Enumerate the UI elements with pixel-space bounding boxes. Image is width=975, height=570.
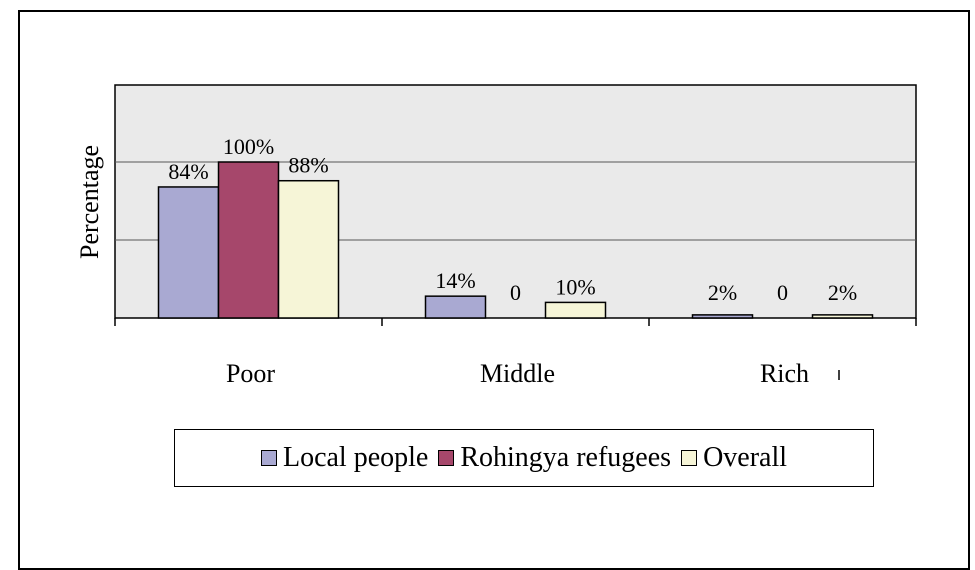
data-label: 2% bbox=[708, 280, 737, 305]
legend-swatch bbox=[681, 450, 698, 466]
data-label: 10% bbox=[555, 274, 595, 299]
bar-local-people-middle bbox=[424, 295, 487, 319]
category-label-rich: Rich bbox=[760, 359, 809, 388]
legend-item-rohingya-refugees: Rohingya refugees bbox=[438, 442, 671, 474]
bars bbox=[157, 161, 874, 319]
category-label-poor: Poor bbox=[226, 359, 275, 388]
data-label: 84% bbox=[168, 159, 208, 184]
legend-swatch bbox=[260, 450, 277, 466]
legend-label: Overall bbox=[703, 442, 788, 473]
legend-label: Rohingya refugees bbox=[460, 442, 672, 473]
category-labels: Poor Middle Rich bbox=[226, 359, 809, 388]
bar-chart: 84% 100% 88% 14% 0 10% 2% 0 2% Poor Middle Rich Pe… bbox=[75, 84, 917, 388]
bar-rohingya-refugees-poor bbox=[217, 161, 280, 319]
category-label-middle: Middle bbox=[480, 359, 555, 388]
bar-overall-middle bbox=[544, 301, 607, 319]
data-label: 14% bbox=[435, 268, 475, 293]
legend-swatch bbox=[438, 450, 455, 466]
bar-overall-rich bbox=[811, 314, 874, 319]
data-label: 100% bbox=[223, 134, 274, 159]
bar-local-people-rich bbox=[691, 314, 754, 319]
bar-local-people-poor bbox=[157, 186, 220, 319]
category-ticks bbox=[114, 318, 917, 326]
y-axis-label: Percentage bbox=[75, 145, 104, 259]
legend-item-overall: Overall bbox=[681, 442, 787, 474]
legend-label: Local people bbox=[282, 442, 429, 473]
data-label: 2% bbox=[828, 280, 857, 305]
data-label: 88% bbox=[288, 153, 328, 178]
data-label: 0 bbox=[777, 280, 788, 305]
data-label: 0 bbox=[510, 280, 521, 305]
legend: Local people Rohingya refugees Overall bbox=[174, 429, 874, 487]
bar-overall-poor bbox=[277, 179, 340, 319]
legend-item-local-people: Local people bbox=[260, 442, 429, 474]
data-labels: 84% 100% 88% 14% 0 10% 2% 0 2% bbox=[168, 134, 857, 305]
